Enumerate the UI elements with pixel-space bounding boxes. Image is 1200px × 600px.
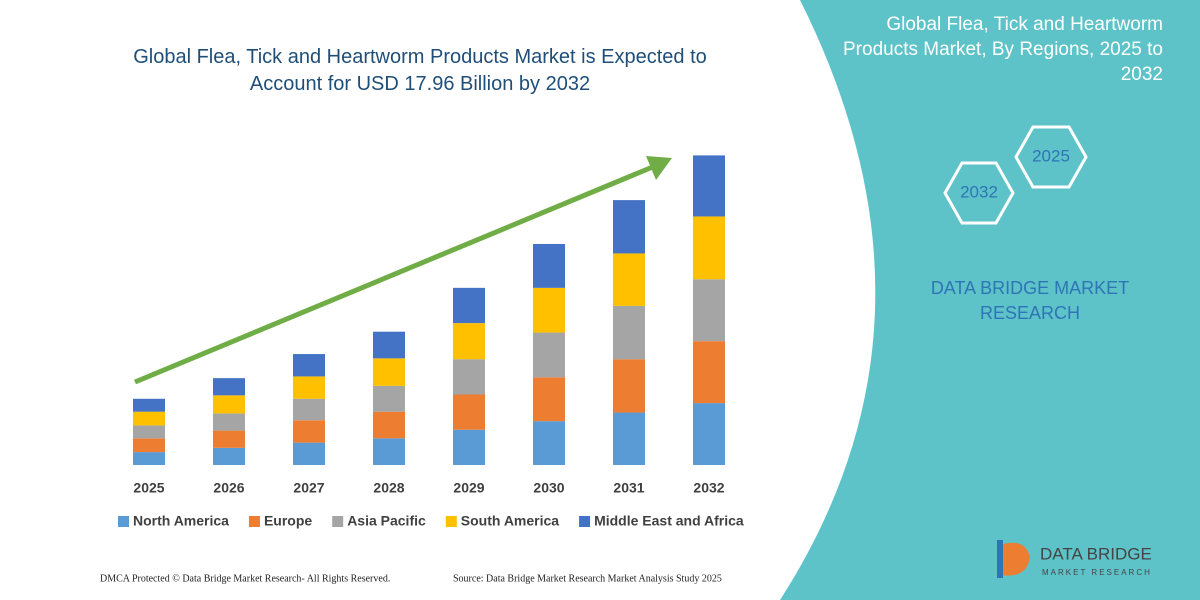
bar-segment: [533, 421, 565, 465]
bar-segment: [133, 411, 165, 426]
hex-label: 2025: [1032, 146, 1070, 165]
bar-segment: [453, 429, 485, 465]
bar-segment: [453, 323, 485, 360]
bar-segment: [293, 420, 325, 443]
bar-segment: [213, 395, 245, 414]
x-tick-label: 2030: [533, 480, 564, 496]
legend-swatch: [118, 516, 129, 527]
side-title: Global Flea, Tick and Heartworm Products…: [843, 14, 1163, 85]
bar-segment: [133, 398, 165, 412]
legend-label: North America: [133, 513, 229, 529]
bar-segment: [213, 447, 245, 465]
bar-segment: [133, 452, 165, 465]
legend-label: Middle East and Africa: [594, 513, 744, 529]
x-tick-label: 2031: [613, 480, 644, 496]
logo-mark: [997, 540, 1003, 578]
bar-segment: [693, 216, 725, 280]
bar-segment: [453, 394, 485, 430]
bar-segment: [213, 430, 245, 448]
x-tick-label: 2025: [133, 480, 164, 496]
x-tick-label: 2028: [373, 480, 404, 496]
bar-segment: [453, 359, 485, 395]
bar-segment: [293, 376, 325, 399]
bar-segment: [533, 287, 565, 333]
bar-segment: [533, 243, 565, 288]
legend-label: Europe: [264, 513, 312, 529]
bar-segment: [373, 331, 405, 359]
bar-segment: [293, 398, 325, 421]
bar-segment: [453, 287, 485, 324]
bar-segment: [133, 425, 165, 439]
logo-subtext: MARKET RESEARCH: [1042, 568, 1152, 577]
bar-segment: [373, 411, 405, 439]
trend-arrow: [134, 163, 656, 385]
bar-segment: [373, 385, 405, 412]
side-background: [780, 0, 1200, 600]
legend-label: Asia Pacific: [347, 513, 426, 529]
bar-segment: [693, 279, 725, 342]
x-tick-label: 2029: [453, 480, 484, 496]
bar-segment: [133, 438, 165, 453]
x-tick-label: 2032: [693, 480, 724, 496]
bar-segment: [613, 412, 645, 465]
bar-segment: [613, 359, 645, 413]
bar-segment: [533, 377, 565, 422]
bar-segment: [613, 200, 645, 254]
x-tick-label: 2026: [213, 480, 244, 496]
hex-label: 2032: [960, 182, 998, 201]
bar-segment: [373, 438, 405, 465]
bar-segment: [613, 305, 645, 360]
bar-segment: [293, 354, 325, 377]
bar-segment: [293, 442, 325, 465]
logo-mark: [1000, 542, 1030, 576]
legend-swatch: [248, 516, 260, 527]
legend-swatch: [332, 516, 344, 527]
bar-segment: [213, 413, 245, 431]
brand: DATA BRIDGE MARKET RESEARCH: [930, 278, 1130, 323]
footer-left: DMCA Protected © Data Bridge Market Rese…: [100, 573, 390, 584]
hexagon: [943, 161, 1015, 225]
bar-segment: [213, 378, 245, 396]
logo-text: DATA BRIDGE: [1040, 544, 1152, 563]
x-tick-label: 2027: [293, 480, 324, 496]
hexagon: [1014, 125, 1088, 189]
bar-segment: [693, 341, 725, 404]
footer-right: Source: Data Bridge Market Research Mark…: [453, 573, 722, 584]
legend-label: South America: [461, 513, 559, 529]
bar-segment: [693, 155, 725, 217]
bar-segment: [373, 358, 405, 386]
chart-title: Global Flea, Tick and Heartworm Products…: [133, 46, 707, 95]
bar-segment: [613, 253, 645, 306]
bar-segment: [533, 332, 565, 378]
legend-swatch: [579, 516, 591, 527]
bar-segment: [693, 403, 725, 465]
legend-swatch: [445, 516, 457, 527]
trend-arrowhead: [646, 156, 672, 180]
